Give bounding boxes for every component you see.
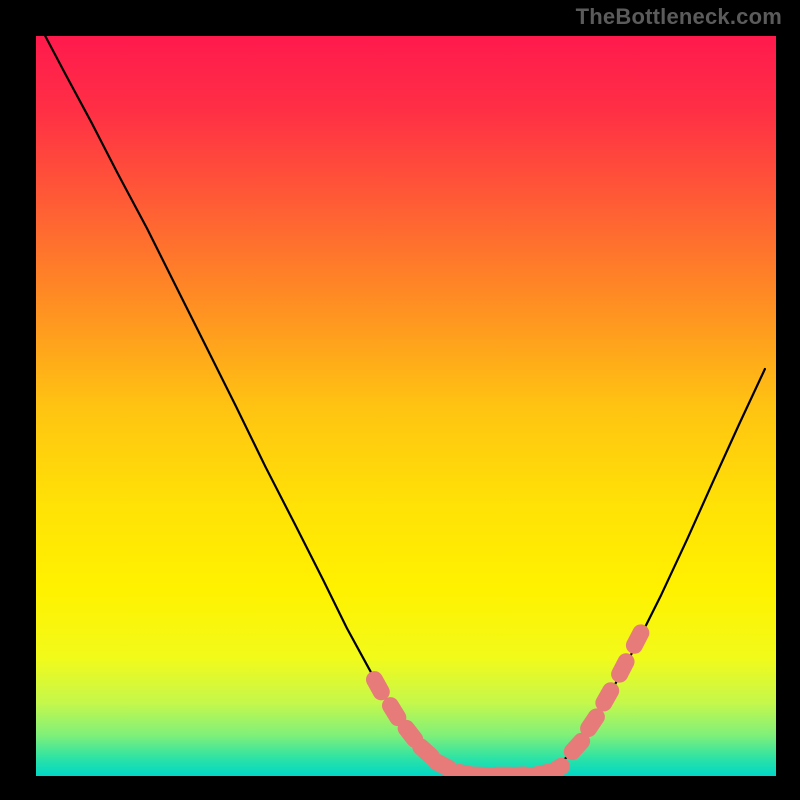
marker-pill (473, 775, 487, 776)
marker-pill (406, 728, 415, 739)
plot-area (36, 36, 776, 776)
marker-pill (604, 691, 611, 703)
curve-layer (36, 36, 776, 776)
bottleneck-curve (45, 36, 765, 776)
marker-pill (436, 762, 448, 768)
marker-pill (511, 775, 525, 776)
marker-pill (620, 662, 626, 674)
watermark-label: TheBottleneck.com (576, 4, 782, 30)
chart-stage: TheBottleneck.com (0, 0, 800, 800)
marker-pill (550, 766, 562, 774)
marker-pill (572, 741, 581, 751)
marker-pill (589, 717, 597, 729)
marker-pill (421, 747, 431, 756)
marker-pill (391, 706, 398, 718)
marker-pill (634, 633, 640, 645)
marker-pill (375, 680, 382, 692)
